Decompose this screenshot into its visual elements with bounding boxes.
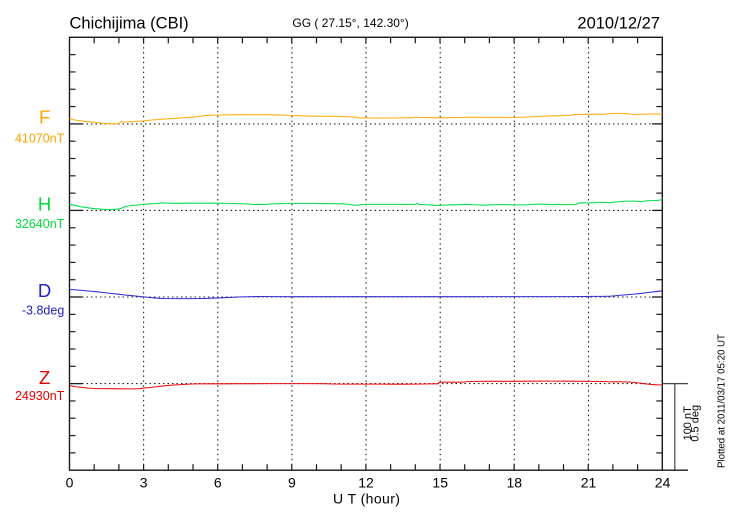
svg-text:0.5 deg: 0.5 deg	[690, 405, 702, 442]
svg-text:32640nT: 32640nT	[15, 217, 65, 231]
svg-text:12: 12	[358, 475, 374, 491]
svg-text:6: 6	[214, 475, 222, 491]
svg-text:Plotted at 2011/03/17 05:20 UT: Plotted at 2011/03/17 05:20 UT	[717, 334, 728, 468]
svg-text:GG ( 27.15°, 142.30°): GG ( 27.15°, 142.30°)	[292, 16, 408, 30]
svg-text:D: D	[38, 280, 51, 301]
svg-text:21: 21	[581, 475, 597, 491]
svg-text:100 nT: 100 nT	[682, 406, 694, 441]
svg-text:H: H	[38, 194, 51, 215]
svg-text:41070nT: 41070nT	[15, 131, 65, 145]
svg-text:Z: Z	[39, 367, 50, 388]
svg-text:0: 0	[66, 475, 74, 491]
svg-text:F: F	[39, 107, 50, 128]
svg-text:3: 3	[140, 475, 148, 491]
svg-text:15: 15	[432, 475, 448, 491]
svg-text:Chichijima (CBI): Chichijima (CBI)	[70, 14, 189, 32]
svg-text:2010/12/27: 2010/12/27	[577, 15, 660, 33]
svg-text:24930nT: 24930nT	[15, 389, 65, 403]
svg-text:-3.8deg: -3.8deg	[22, 304, 64, 318]
svg-text:U T (hour): U T (hour)	[333, 490, 400, 506]
svg-text:9: 9	[288, 475, 296, 491]
svg-text:24: 24	[655, 475, 671, 491]
svg-text:18: 18	[507, 475, 523, 491]
